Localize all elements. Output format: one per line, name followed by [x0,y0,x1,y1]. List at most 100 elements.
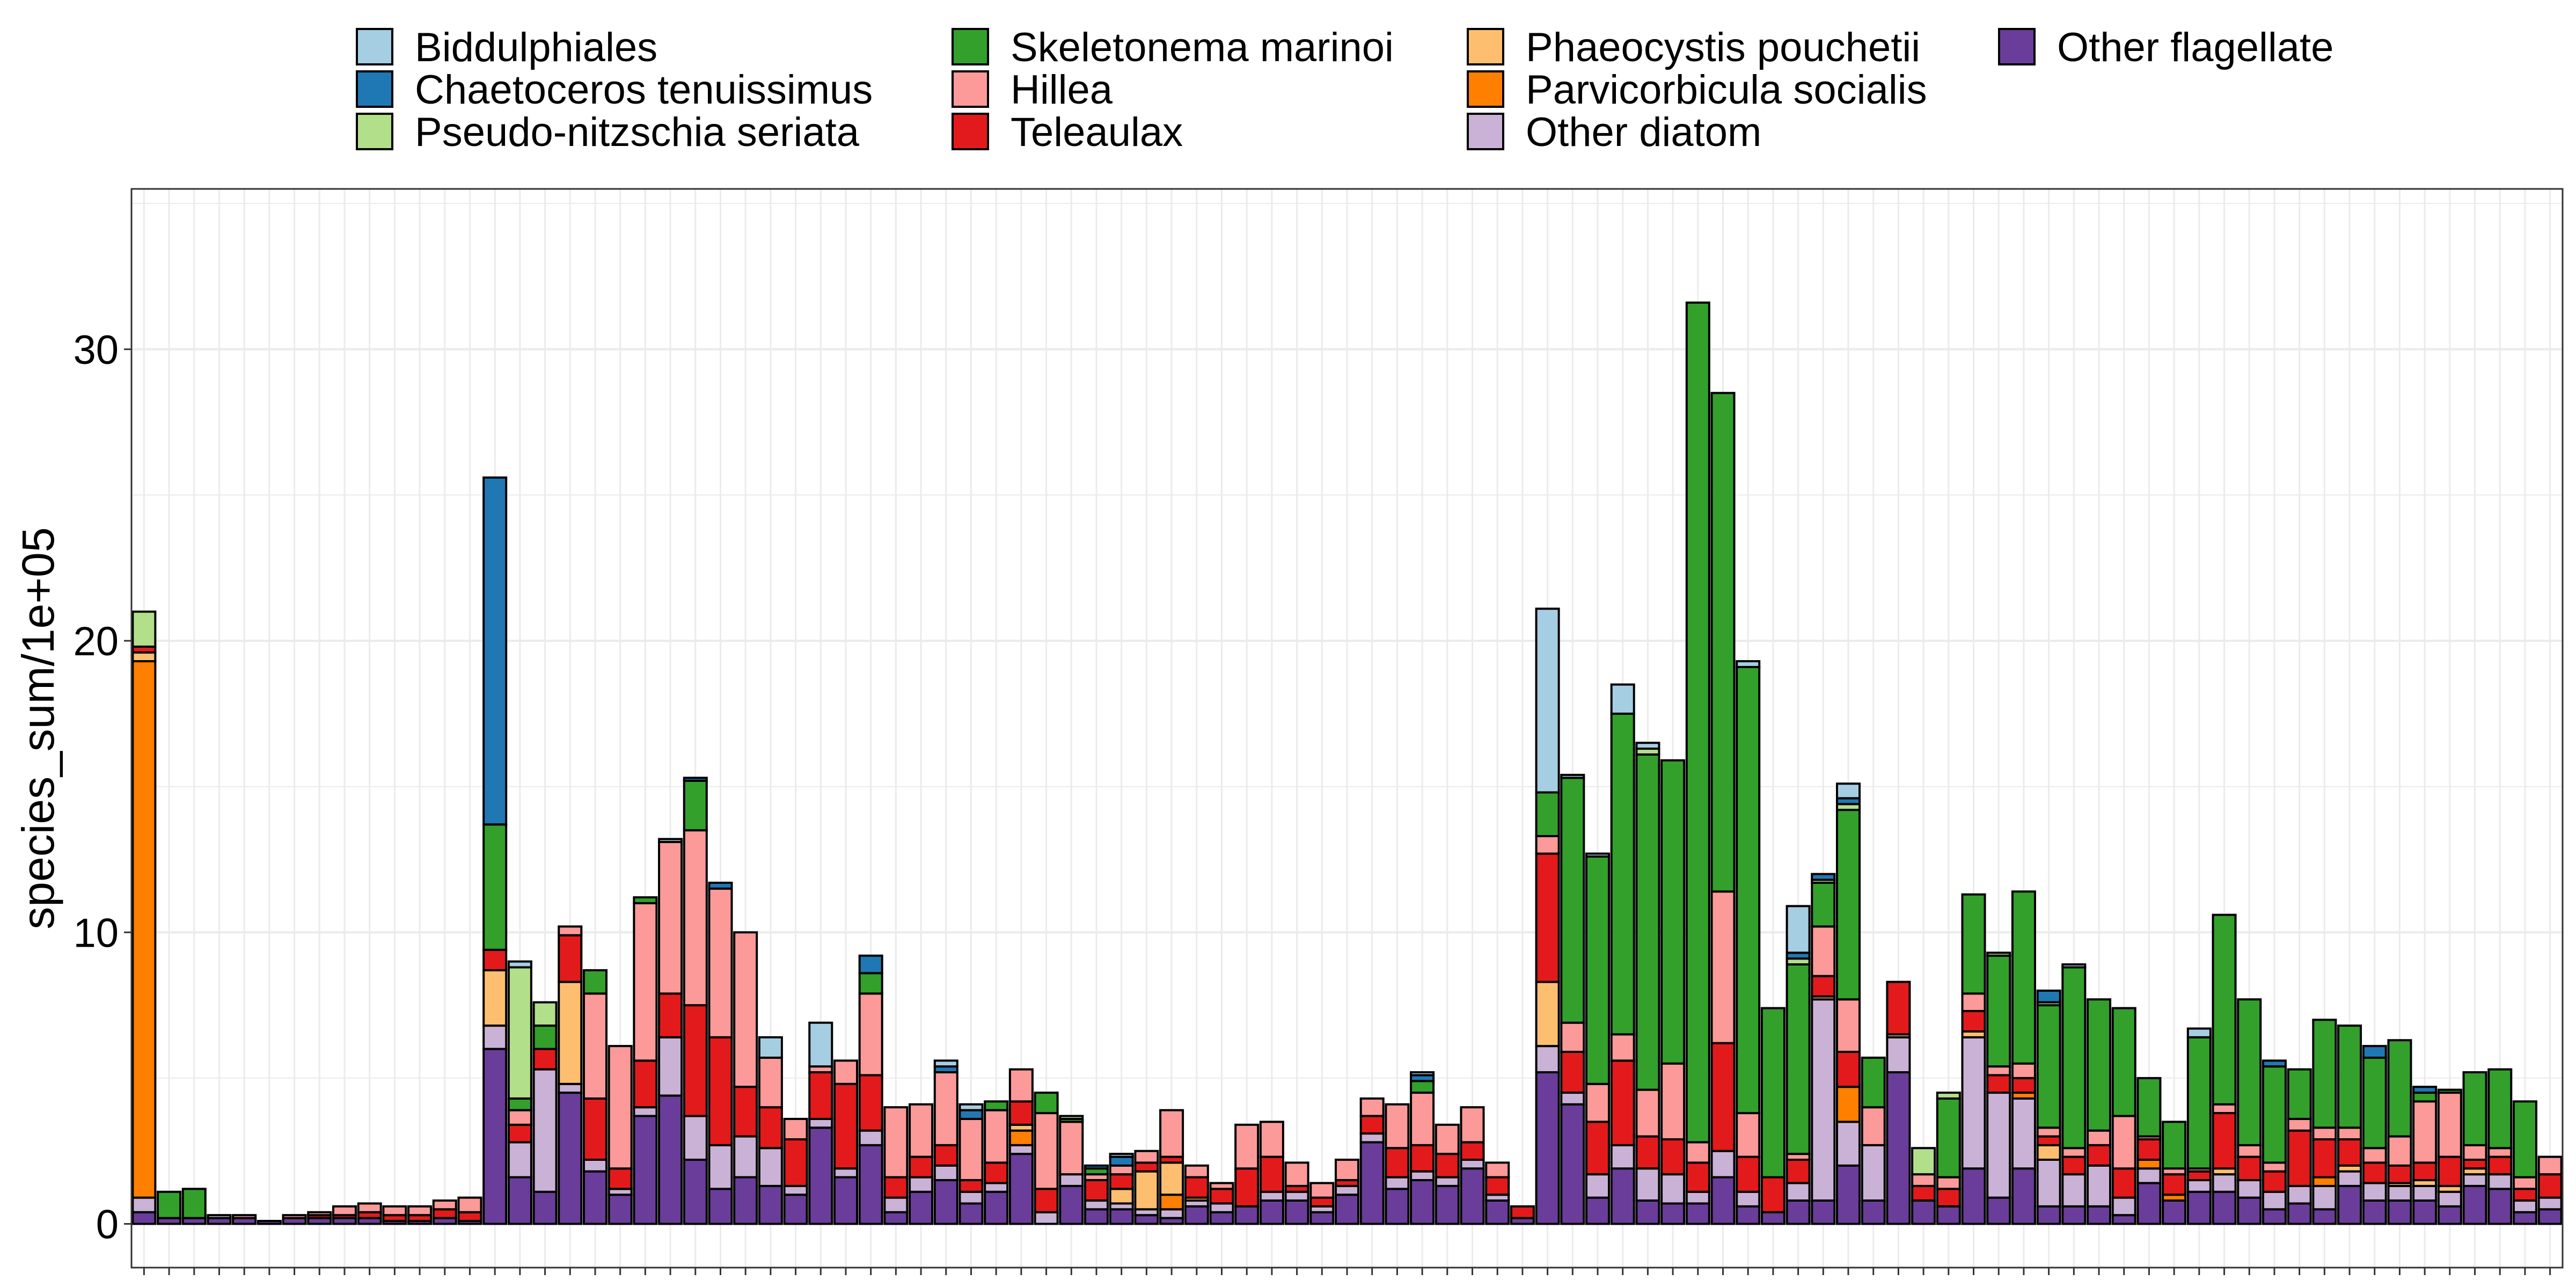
bar-segment [683,829,708,1007]
legend-label: Other diatom [1526,109,1761,155]
bar-segment [2262,1208,2287,1225]
bar-segment [558,1082,583,1094]
bar-segment [1736,1190,1761,1208]
bar-segment [1861,1106,1886,1146]
bar-segment [1911,1199,1936,1225]
legend-swatch [1467,28,1504,65]
bar-segment [1660,1173,1686,1205]
bar-segment [1084,1164,1109,1170]
bar-segment [1986,1196,2011,1225]
bar-segment [1109,1153,1134,1158]
bar-segment [1986,1074,2011,1094]
bar-segment [1284,1199,1309,1225]
bar-segment [1460,1159,1485,1170]
legend-label: Hillea [1011,67,1113,113]
bar-segment [608,1167,633,1190]
bar-segment [733,1086,758,1138]
bar-segment [1635,1088,1660,1138]
bar-segment [1159,1109,1184,1158]
bar-segment [1460,1106,1485,1144]
legend-swatch [356,70,393,108]
bar-segment [1560,777,1585,1024]
bar-segment [2462,1159,2487,1170]
bar-segment [1836,782,1861,800]
bar-segment [407,1205,433,1217]
bar-segment [482,948,508,971]
bar-segment [909,1190,934,1225]
bar-segment [2136,1077,2162,1138]
bar-segment [2237,1155,2262,1182]
bar-segment [1134,1170,1159,1211]
bar-segment [2136,1159,2162,1170]
bar-segment [1936,1097,1961,1179]
legend-item: Biddulphiales [356,25,657,70]
bar-segment [1560,1021,1585,1053]
bar-segment [2537,1208,2563,1225]
bar-segment [1059,1121,1084,1176]
bar-segment [1535,835,1560,855]
bar-segment [1961,992,1986,1012]
bar-segment [507,1141,532,1179]
bar-segment [1585,1082,1611,1123]
bar-segment [1710,1042,1736,1152]
bar-segment [1560,1051,1585,1094]
bar-segment [2287,1184,2312,1205]
bar-segment [1585,1173,1611,1199]
bar-segment [883,1211,909,1225]
bar-segment [2462,1144,2487,1161]
legend-swatch [356,28,393,65]
bar-segment [2162,1121,2187,1170]
bar-segment [808,1021,833,1068]
bar-segment [1184,1164,1209,1179]
y-axis: 0 10 20 30 [73,327,131,1248]
bar-segment [2312,1184,2337,1211]
y-tick-label: 10 [73,910,119,956]
bar-segment [708,887,733,1038]
legend-item: Skeletonema marinoi [952,25,1394,70]
bar-segment [958,1117,984,1182]
bar-segment [2287,1129,2312,1187]
bar-segment [1585,852,1611,858]
bar-segment [1886,980,1911,1036]
bar-segment [2512,1100,2537,1179]
bar-segment [833,1059,858,1085]
bar-segment [2162,1173,2187,1196]
bar-segment [131,1211,157,1225]
bar-segment [1084,1199,1109,1211]
bar-segment [1485,1199,1510,1225]
bar-segment [1234,1123,1260,1170]
bar-segment [532,1068,558,1193]
bar-segment [2487,1155,2513,1176]
bar-segment [2061,1155,2087,1176]
bar-segment [457,1211,482,1223]
bar-segment [2412,1161,2438,1182]
bar-segment [858,1129,883,1146]
bar-segment [1811,975,1836,998]
bar-segment [2136,1138,2162,1161]
bar-segment [2036,1004,2061,1129]
bar-segment [1710,1176,1736,1225]
bar-segment [207,1214,232,1219]
legend-swatch [952,70,989,108]
legend-item: Phaeocystis pouchetii [1467,25,1920,70]
bar-segment [958,1190,984,1205]
bar-segment [1861,1056,1886,1109]
bar-segment [2262,1190,2287,1211]
bar-segment [1685,1190,1710,1205]
bar-segment [1760,1211,1785,1225]
bar-segment [457,1196,482,1213]
bar-segment [1560,773,1585,779]
bar-segment [1736,660,1761,668]
bar-segment [2487,1188,2513,1225]
bar-segment [1710,1150,1736,1179]
bar-segment [1785,1199,1811,1225]
bar-segment [507,960,532,969]
bar-segment [2487,1068,2513,1150]
bar-segment [1635,742,1660,750]
bar-segment [2087,1205,2112,1225]
bar-segment [2036,1159,2061,1208]
bar-segment [1435,1153,1460,1179]
bar-segment [1034,1188,1059,1213]
bar-segment [582,1159,608,1173]
bar-segment [582,969,608,995]
